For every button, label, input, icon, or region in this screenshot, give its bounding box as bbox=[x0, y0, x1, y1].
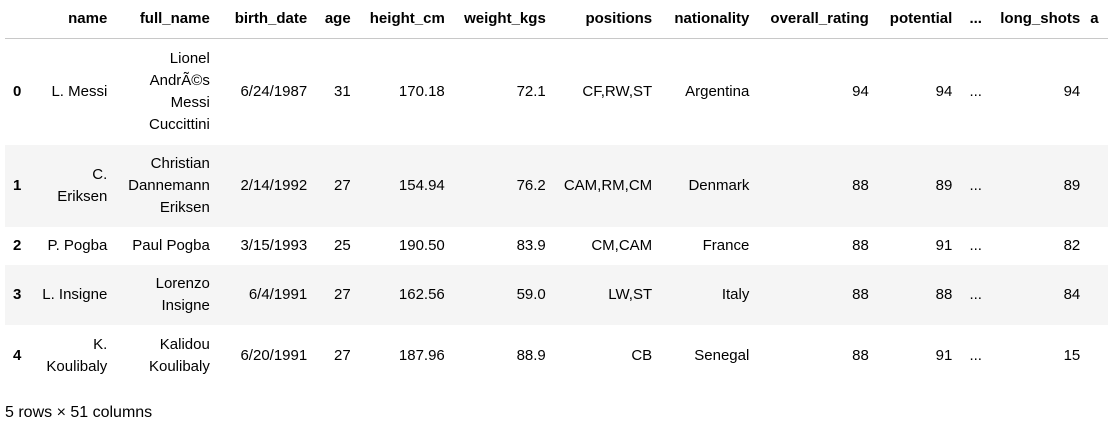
table-cell: 94 bbox=[935, 82, 953, 100]
table-cell: France bbox=[702, 236, 750, 254]
column-header: nationality bbox=[660, 0, 758, 39]
table-cell: 88 bbox=[852, 236, 869, 254]
table-cell: 88.9 bbox=[516, 346, 546, 364]
column-header: name bbox=[31, 0, 116, 39]
row-index: 0 bbox=[13, 82, 22, 100]
table-cell: ... bbox=[969, 236, 982, 254]
dataframe-table-container: name full_name birth_date age height_cm … bbox=[5, 0, 1108, 387]
table-cell: L. Insigne bbox=[42, 285, 108, 303]
table-cell: K. Koulibaly bbox=[46, 335, 108, 375]
table-cell: L. Messi bbox=[51, 82, 108, 100]
row-index: 2 bbox=[13, 236, 22, 254]
table-cell: 72.1 bbox=[516, 82, 546, 100]
table-cell: 82 bbox=[1063, 236, 1081, 254]
table-cell: 89 bbox=[1063, 176, 1081, 194]
table-cell: 88 bbox=[852, 176, 869, 194]
dataframe-table: name full_name birth_date age height_cm … bbox=[5, 0, 1108, 387]
table-cell bbox=[1088, 145, 1108, 227]
table-row: 3 L. Insigne Lorenzo Insigne 6/4/1991 27… bbox=[5, 264, 1108, 325]
table-cell: ... bbox=[969, 346, 982, 364]
table-row: 1 C. Eriksen Christian Dannemann Eriksen… bbox=[5, 144, 1108, 227]
row-index: 1 bbox=[13, 176, 22, 194]
table-cell: 187.96 bbox=[398, 346, 445, 364]
column-header: weight_kgs bbox=[452, 0, 554, 39]
table-cell: 6/20/1991 bbox=[240, 346, 308, 364]
table-cell: CB bbox=[631, 346, 653, 364]
table-cell bbox=[1088, 39, 1108, 145]
table-cell: Lionel AndrÃ©s Messi Cuccittini bbox=[148, 49, 210, 133]
table-cell: 89 bbox=[935, 176, 953, 194]
table-cell: CM,CAM bbox=[591, 236, 653, 254]
table-row: 0 L. Messi Lionel AndrÃ©s Messi Cuccitti… bbox=[5, 38, 1108, 145]
column-header: birth_date bbox=[217, 0, 316, 39]
table-cell: P. Pogba bbox=[47, 236, 108, 254]
row-index: 3 bbox=[13, 285, 22, 303]
table-cell bbox=[1088, 325, 1108, 387]
column-header: height_cm bbox=[358, 0, 453, 39]
table-cell: 94 bbox=[1063, 82, 1081, 100]
table-cell: 91 bbox=[935, 236, 953, 254]
table-cell: Paul Pogba bbox=[132, 236, 210, 254]
table-cell: 83.9 bbox=[516, 236, 546, 254]
dataframe-shape-footer: 5 rows × 51 columns bbox=[5, 404, 153, 421]
table-cell: 162.56 bbox=[398, 285, 445, 303]
table-cell: CAM,RM,CM bbox=[563, 176, 653, 194]
table-cell: 84 bbox=[1063, 285, 1081, 303]
table-cell: Italy bbox=[721, 285, 750, 303]
table-cell: 91 bbox=[935, 346, 953, 364]
table-cell: 59.0 bbox=[516, 285, 546, 303]
column-header: overall_rating bbox=[757, 0, 877, 39]
table-cell: 76.2 bbox=[516, 176, 546, 194]
column-header: potential bbox=[876, 0, 961, 39]
table-cell: 27 bbox=[334, 176, 351, 194]
table-cell: 3/15/1993 bbox=[240, 236, 308, 254]
header-row: name full_name birth_date age height_cm … bbox=[5, 0, 1108, 39]
table-cell: ... bbox=[969, 176, 982, 194]
column-header: positions bbox=[553, 0, 661, 39]
table-cell: 25 bbox=[334, 236, 351, 254]
table-cell: 154.94 bbox=[398, 176, 445, 194]
table-cell: 88 bbox=[852, 346, 869, 364]
table-cell bbox=[1088, 227, 1108, 265]
index-header bbox=[5, 0, 32, 39]
table-cell: 170.18 bbox=[398, 82, 445, 100]
table-cell: Argentina bbox=[685, 82, 750, 100]
table-cell: 27 bbox=[334, 346, 351, 364]
table-cell: Denmark bbox=[688, 176, 750, 194]
table-cell: 94 bbox=[852, 82, 869, 100]
table-cell: 88 bbox=[852, 285, 869, 303]
table-cell: Lorenzo Insigne bbox=[155, 274, 210, 314]
table-cell: 6/4/1991 bbox=[248, 285, 308, 303]
column-header: long_shots bbox=[989, 0, 1089, 39]
table-row: 4 K. Koulibaly Kalidou Koulibaly 6/20/19… bbox=[5, 324, 1108, 387]
table-cell: 6/24/1987 bbox=[240, 82, 308, 100]
table-cell bbox=[1088, 265, 1108, 325]
row-index: 4 bbox=[13, 346, 22, 364]
table-cell: CF,RW,ST bbox=[582, 82, 653, 100]
table-cell: ... bbox=[969, 82, 982, 100]
table-cell: 31 bbox=[334, 82, 351, 100]
column-header: full_name bbox=[115, 0, 218, 39]
table-cell: Kalidou Koulibaly bbox=[148, 335, 210, 375]
table-cell: 190.50 bbox=[398, 236, 445, 254]
table-cell: 15 bbox=[1063, 346, 1081, 364]
table-cell: 88 bbox=[935, 285, 953, 303]
table-cell: LW,ST bbox=[608, 285, 653, 303]
table-cell: Christian Dannemann Eriksen bbox=[128, 154, 210, 216]
table-cell: 27 bbox=[334, 285, 351, 303]
table-cell: Senegal bbox=[694, 346, 750, 364]
table-cell: 2/14/1992 bbox=[240, 176, 308, 194]
table-cell: C. Eriksen bbox=[57, 165, 108, 205]
column-header: ... bbox=[960, 0, 990, 39]
column-header: age bbox=[315, 0, 359, 39]
table-row: 2 P. Pogba Paul Pogba 3/15/1993 25 190.5… bbox=[5, 226, 1108, 265]
column-header: a bbox=[1088, 0, 1108, 39]
table-cell: ... bbox=[969, 285, 982, 303]
